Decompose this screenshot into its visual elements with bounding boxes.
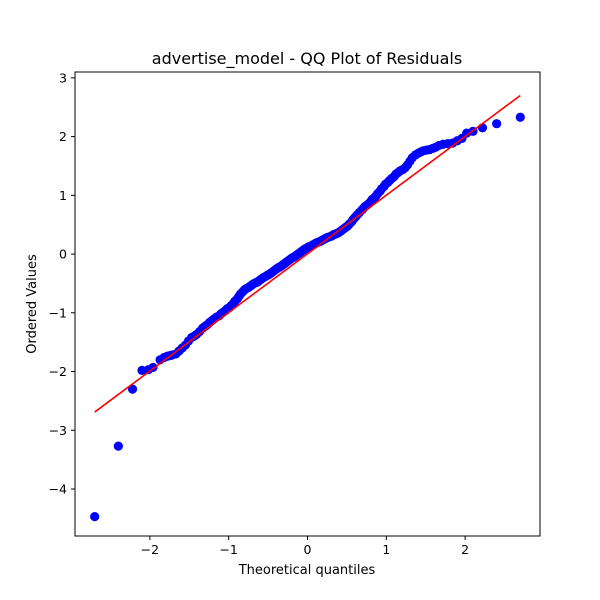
x-tick-label: −1 [219, 542, 237, 557]
y-tick-label: 3 [59, 70, 67, 85]
y-tick-label: 2 [59, 129, 67, 144]
y-tick-label: 0 [59, 247, 67, 262]
y-axis: −4 −3 −2 −1 0 1 2 3 [49, 70, 75, 497]
y-tick-label: −4 [49, 482, 67, 497]
x-axis-label: Theoretical quantiles [238, 563, 376, 578]
data-point [515, 112, 525, 122]
data-point [492, 119, 502, 129]
fit-line [94, 94, 521, 413]
plot-area [90, 94, 525, 522]
x-tick-label: 2 [461, 542, 469, 557]
y-tick-label: −1 [49, 305, 67, 320]
data-point [113, 441, 123, 451]
y-axis-label: Ordered Values [25, 254, 40, 354]
data-point [90, 512, 100, 522]
x-tick-label: 0 [304, 542, 312, 557]
x-axis: −2 −1 0 1 2 [141, 536, 469, 557]
y-tick-label: −2 [49, 364, 67, 379]
x-tick-label: −2 [141, 542, 159, 557]
y-tick-label: 1 [59, 188, 67, 203]
chart-title: advertise_model - QQ Plot of Residuals [152, 49, 462, 69]
y-tick-label: −3 [49, 423, 67, 438]
data-point [127, 384, 138, 394]
x-tick-label: 1 [382, 542, 390, 557]
